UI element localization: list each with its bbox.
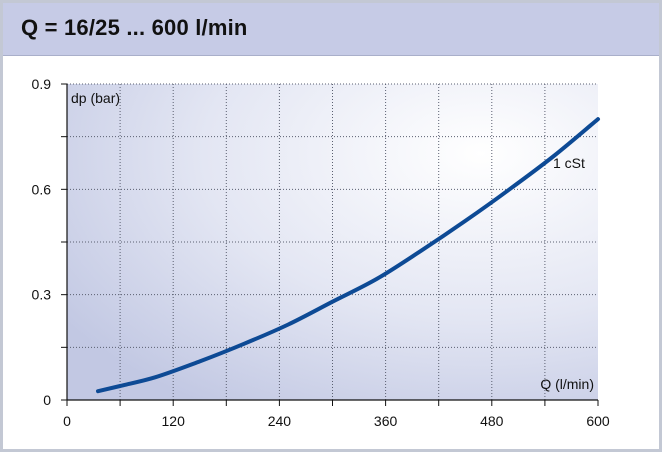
x-tick-label: 0 bbox=[63, 413, 71, 429]
y-axis-label: dp (bar) bbox=[71, 90, 120, 106]
x-tick-label: 480 bbox=[480, 413, 504, 429]
tick-labels: 0 120 240 360 480 600 0 0.3 0.6 0.9 bbox=[32, 76, 610, 429]
series-label-1cst: 1 cSt bbox=[553, 155, 585, 171]
y-tick-label: 0.3 bbox=[32, 287, 52, 303]
x-tick-label: 240 bbox=[268, 413, 292, 429]
x-tick-label: 600 bbox=[586, 413, 610, 429]
series-line-1cst bbox=[96, 117, 600, 394]
y-tick-label: 0.9 bbox=[32, 76, 52, 92]
axes bbox=[61, 83, 599, 406]
y-tick-label: 0.6 bbox=[32, 181, 52, 197]
y-tick-label: 0 bbox=[43, 392, 51, 408]
x-tick-label: 360 bbox=[374, 413, 398, 429]
chart-title: Q = 16/25 ... 600 l/min bbox=[21, 15, 248, 40]
plot-area bbox=[67, 84, 598, 400]
x-tick-label: 120 bbox=[162, 413, 186, 429]
x-axis-label: Q (l/min) bbox=[540, 376, 594, 392]
chart-header: Q = 16/25 ... 600 l/min bbox=[3, 3, 659, 56]
